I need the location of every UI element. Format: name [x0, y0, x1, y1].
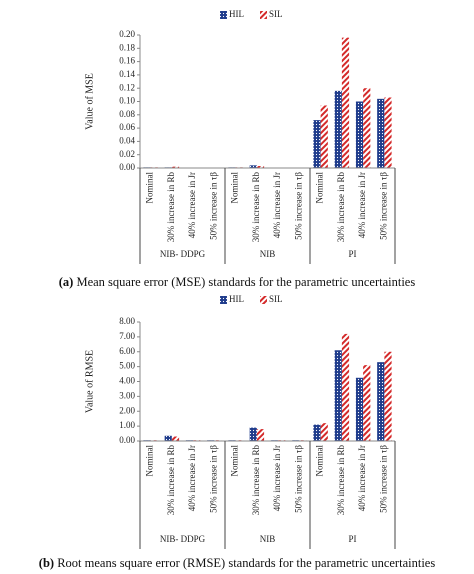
- y-tick-label: 0.16: [119, 56, 135, 66]
- x-tick-label: 30% increase in Rb: [166, 445, 176, 516]
- x-tick-label: Nominal: [145, 445, 155, 477]
- y-tick-label: 0.04: [119, 135, 135, 145]
- bar: [256, 166, 265, 168]
- bar: [377, 362, 385, 441]
- bar: [384, 351, 392, 441]
- x-tick-label: 30% increase in Rb: [166, 172, 176, 243]
- y-tick-label: 0.00: [119, 162, 135, 172]
- x-tick-label: 40% increase in Jr: [187, 445, 197, 511]
- bar: [320, 105, 328, 168]
- y-tick-label: 0.06: [119, 122, 135, 132]
- x-tick-label: 50% increase in τβ: [293, 172, 303, 240]
- x-tick-label: Nominal: [230, 445, 240, 477]
- bar: [313, 120, 321, 168]
- y-tick-label: 6.00: [119, 346, 135, 356]
- y-tick-label: 0.12: [119, 82, 135, 92]
- legend-label: HIL: [229, 294, 244, 304]
- bar: [249, 165, 257, 168]
- bar: [341, 37, 350, 168]
- bar: [377, 98, 385, 168]
- y-tick-label: 0.14: [119, 69, 135, 79]
- caption: (b) Root means square error (RMSE) stand…: [39, 556, 436, 570]
- x-tick-label: 40% increase in Jr: [187, 172, 197, 238]
- legend-swatch: [260, 11, 267, 19]
- x-tick-label: 30% increase in Rb: [336, 445, 346, 516]
- bar: [171, 436, 180, 441]
- y-tick-label: 0.10: [119, 96, 135, 106]
- caption-label: (a): [59, 275, 74, 289]
- group-label: NIB- DDPG: [160, 534, 206, 544]
- x-tick-label: 50% increase in τβ: [378, 445, 388, 513]
- bar: [313, 424, 321, 441]
- y-tick-label: 0.20: [119, 29, 135, 39]
- y-tick-label: 8.00: [119, 316, 135, 326]
- x-tick-label: 40% increase in Jr: [272, 445, 282, 511]
- y-axis-label: Value of RMSE: [84, 350, 95, 413]
- x-tick-label: 50% increase in τβ: [208, 172, 218, 240]
- bar: [355, 377, 364, 441]
- bar: [363, 365, 371, 441]
- legend-swatch: [260, 296, 267, 304]
- bar: [249, 427, 257, 441]
- caption: (a) Mean square error (MSE) standards fo…: [59, 275, 416, 289]
- y-tick-label: 5.00: [119, 361, 135, 371]
- bar: [363, 88, 371, 168]
- y-tick-label: 4.00: [119, 376, 135, 386]
- bar: [341, 333, 350, 441]
- bar: [164, 435, 172, 441]
- bar: [384, 97, 392, 168]
- group-label: NIB: [260, 249, 276, 259]
- bar: [334, 350, 342, 441]
- group-label: NIB- DDPG: [160, 249, 206, 259]
- x-tick-label: 30% increase in Rb: [251, 445, 261, 516]
- x-tick-label: Nominal: [315, 172, 325, 204]
- bar: [355, 101, 364, 168]
- legend-swatch: [220, 11, 227, 19]
- x-tick-label: 40% increase in Jr: [357, 445, 367, 511]
- group-label: NIB: [260, 534, 276, 544]
- legend-label: SIL: [269, 294, 283, 304]
- y-tick-label: 0.00: [119, 435, 135, 445]
- y-axis-label: Value of MSE: [84, 73, 95, 130]
- legend-swatch: [220, 296, 227, 304]
- caption-label: (b): [39, 556, 54, 570]
- y-tick-label: 0.08: [119, 109, 135, 119]
- legend-label: SIL: [269, 9, 283, 19]
- x-tick-label: 30% increase in Rb: [336, 172, 346, 243]
- x-tick-label: 40% increase in Jr: [357, 172, 367, 238]
- legend-label: HIL: [229, 9, 244, 19]
- y-tick-label: 1.00: [119, 420, 135, 430]
- x-tick-label: 50% increase in τβ: [208, 445, 218, 513]
- x-tick-label: 50% increase in τβ: [378, 172, 388, 240]
- x-tick-label: 50% increase in τβ: [293, 445, 303, 513]
- x-tick-label: Nominal: [315, 445, 325, 477]
- group-label: PI: [348, 534, 356, 544]
- y-tick-label: 7.00: [119, 331, 135, 341]
- x-tick-label: 30% increase in Rb: [251, 172, 261, 243]
- x-tick-label: 40% increase in Jr: [272, 172, 282, 238]
- bar: [171, 166, 180, 168]
- y-tick-label: 0.02: [119, 149, 135, 159]
- x-tick-label: Nominal: [145, 172, 155, 204]
- y-tick-label: 3.00: [119, 390, 135, 400]
- caption-text: Root means square error (RMSE) standards…: [57, 556, 435, 570]
- caption-text: Mean square error (MSE) standards for th…: [76, 275, 415, 289]
- bar: [334, 90, 342, 168]
- bar: [320, 423, 328, 441]
- y-tick-label: 2.00: [119, 405, 135, 415]
- group-label: PI: [348, 249, 356, 259]
- y-tick-label: 0.18: [119, 42, 135, 52]
- bar: [256, 429, 265, 441]
- x-tick-label: Nominal: [230, 172, 240, 204]
